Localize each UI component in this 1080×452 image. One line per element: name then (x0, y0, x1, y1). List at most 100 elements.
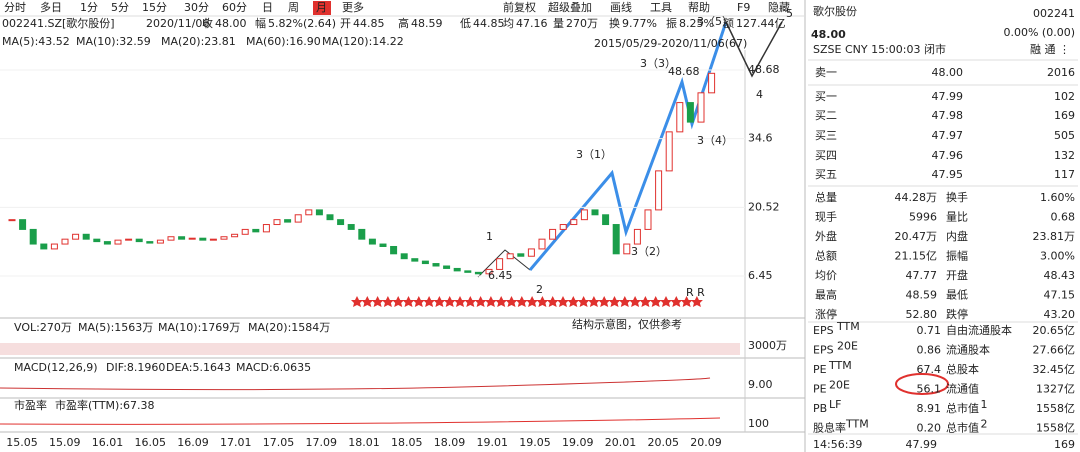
date-range: 2015/05/29-2020/11/06(67) (594, 37, 747, 50)
toolbar-button[interactable]: 超级叠加 (548, 0, 592, 14)
metric-label: 总市值 (946, 421, 979, 435)
x-tick-label: 19.05 (519, 436, 551, 449)
period-tab[interactable]: 5分 (111, 1, 129, 14)
annotation: 3（5） (697, 15, 733, 28)
toolbar-button[interactable]: F9 (737, 1, 750, 14)
stat-label: 总量 (815, 190, 837, 204)
x-tick-label: 16.01 (92, 436, 124, 449)
star-marker (402, 296, 415, 307)
field-value: 44.85 (353, 17, 385, 30)
order-level: 买一 (815, 90, 837, 103)
period-tab[interactable]: 分时 (4, 1, 26, 14)
metric-label: EPS (813, 324, 834, 337)
stat-value: 47.15 (1044, 289, 1076, 302)
candle (305, 209, 313, 216)
y-tick-label: 6.45 (748, 269, 773, 282)
metric-label: PE (813, 383, 827, 396)
candle (8, 219, 16, 222)
field-value: 44.85 (473, 17, 505, 30)
indicator-label: DEA:5.1643 (166, 361, 231, 374)
indicator-label: MA(10):1769万 (158, 321, 240, 334)
period-tab[interactable]: 60分 (222, 1, 247, 14)
x-tick-label: 20.05 (648, 436, 680, 449)
toolbar-button[interactable]: 工具 (650, 1, 672, 14)
field-value: 270万 (566, 17, 598, 30)
star-marker (454, 296, 466, 307)
metric-sup: 20E (837, 340, 858, 353)
candle (72, 233, 80, 240)
field-label: 均 (503, 17, 514, 30)
metric-label: PE (813, 363, 827, 376)
candle (294, 214, 302, 223)
candle (103, 241, 111, 245)
candle (580, 209, 588, 221)
period-tab[interactable]: 月 (316, 1, 327, 14)
candle (50, 243, 58, 250)
candle (421, 260, 429, 265)
star-marker (361, 296, 374, 307)
candle (506, 253, 514, 260)
stat-label: 量比 (946, 211, 968, 224)
star-marker (680, 296, 693, 307)
period-tab[interactable]: 1分 (80, 1, 98, 14)
x-tick-label: 16.09 (177, 436, 209, 449)
y-tick-label: 20.52 (748, 200, 780, 213)
field-value: 8.25% (679, 17, 714, 30)
star-marker (546, 296, 559, 307)
star-marker (423, 296, 436, 307)
candle (400, 253, 408, 260)
period-tab[interactable]: 日 (262, 1, 273, 14)
toolbar-button[interactable]: 画线 (610, 0, 632, 14)
stat-value: 48.43 (1044, 269, 1076, 282)
star-marker (629, 296, 642, 307)
x-tick-label: 15.09 (49, 436, 81, 449)
field-label: 换 (609, 16, 620, 30)
stat-label: 均价 (815, 269, 837, 282)
toolbar-button[interactable]: 前复权 (503, 0, 536, 14)
star-marker (536, 296, 549, 307)
stat-value: 48.59 (906, 289, 938, 302)
star-marker (443, 296, 456, 307)
order-volume: 117 (1054, 168, 1075, 181)
indicator-label: MA(20):1584万 (248, 321, 330, 334)
structure-line (725, 21, 783, 78)
period-tab[interactable]: 15分 (142, 1, 167, 14)
tick-time: 14:56:39 (813, 438, 862, 451)
period-tab[interactable]: 更多 (342, 0, 364, 14)
stat-value: 47.77 (906, 269, 938, 282)
order-price: 47.98 (932, 109, 964, 122)
candle (676, 102, 684, 133)
metric-value: 1558亿 (1036, 402, 1075, 415)
period-tab[interactable]: 30分 (184, 1, 209, 14)
metric-sup: 20E (829, 379, 850, 392)
ma-label: MA(120):14.22 (322, 35, 404, 48)
metric-label: 自由流通股本 (946, 323, 1012, 337)
axis-label: 3000万 (748, 339, 787, 352)
metric-value: 1327亿 (1036, 383, 1075, 396)
metric-label: 流通值 (946, 382, 979, 396)
order-level: 卖一 (815, 66, 837, 79)
indicator-label: MACD(12,26,9) (14, 361, 98, 374)
toolbar-button[interactable]: 隐藏 (768, 1, 790, 14)
candle (347, 224, 355, 230)
macd-band (0, 377, 711, 391)
candle (178, 236, 186, 240)
stat-label: 涨停 (815, 307, 837, 321)
star-marker (526, 296, 539, 307)
stat-value: 21.15亿 (895, 250, 938, 263)
field-label: 高 (398, 16, 409, 30)
period-tab[interactable]: 多日 (40, 0, 62, 14)
period-tab[interactable]: 周 (288, 1, 299, 14)
candle (623, 243, 631, 255)
star-marker (371, 296, 384, 307)
candle (485, 268, 493, 275)
star-marker (381, 296, 394, 307)
toolbar-button[interactable]: 帮助 (688, 0, 710, 14)
stock-name: 歌尔股份 (813, 4, 857, 18)
change: 0.00% (0.00) (1003, 26, 1075, 39)
candle (114, 239, 122, 245)
axis-label: 9.00 (748, 378, 773, 391)
x-tick-label: 19.01 (477, 436, 509, 449)
indicator-label: DIF:8.1960 (106, 361, 165, 374)
